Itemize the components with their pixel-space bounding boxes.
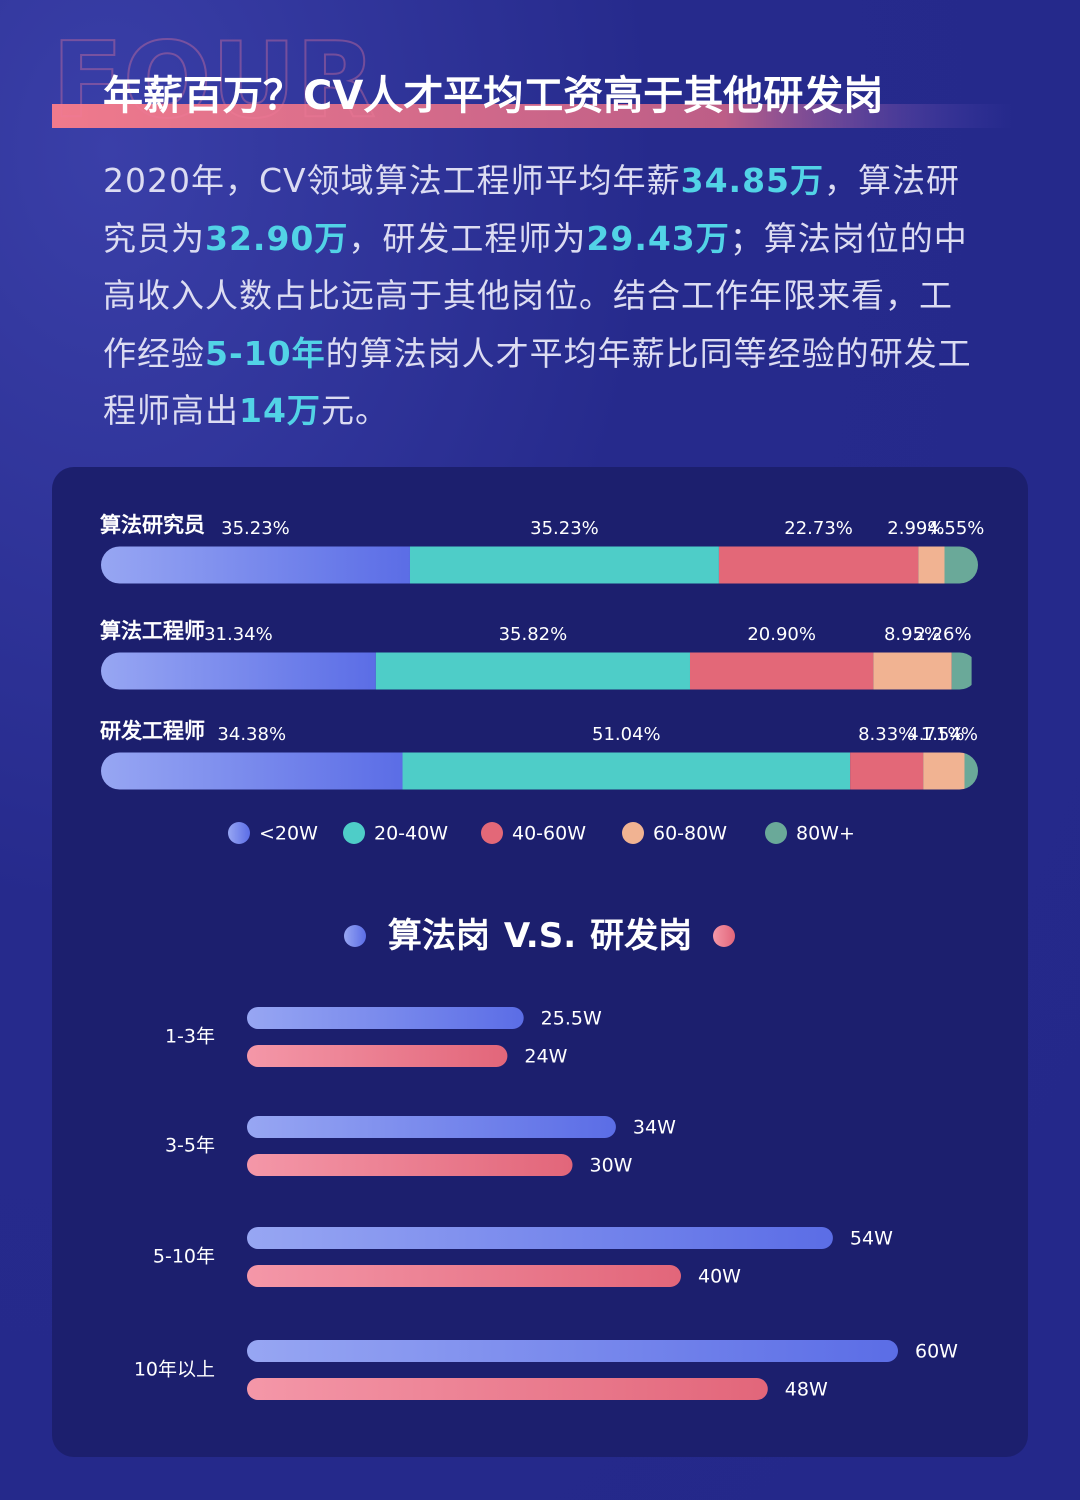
watermark: FOUR xyxy=(52,19,376,141)
legend-joiner: V.S. xyxy=(504,916,576,956)
bar-segment xyxy=(101,752,403,790)
category-label: 研发工程师 xyxy=(100,719,205,743)
bar xyxy=(247,1340,898,1362)
value-label: 4.71% xyxy=(907,724,964,745)
bar-segment xyxy=(402,752,851,790)
text-run: 2020年，CV领域算法工程师平均年薪 xyxy=(103,161,681,200)
bar xyxy=(247,1265,681,1287)
bar-row xyxy=(101,546,978,584)
value-label: 22.73% xyxy=(784,518,853,539)
value-label: 54W xyxy=(850,1228,893,1250)
value-label: 1.54% xyxy=(921,724,978,745)
bar xyxy=(247,1154,573,1176)
highlight: 34.85万 xyxy=(680,161,824,200)
text-run: 元。 xyxy=(320,391,389,430)
bar-row xyxy=(101,752,978,790)
category-label: 算法研究员 xyxy=(100,513,205,537)
legend-label: <20W xyxy=(259,823,318,845)
bar xyxy=(247,1116,616,1138)
bar-segment xyxy=(923,752,965,790)
value-label: 8.33% xyxy=(858,724,915,745)
category-label: 1-3年 xyxy=(165,1026,215,1048)
bar-segment xyxy=(101,546,410,584)
bar-segment xyxy=(689,652,874,690)
paragraph: 2020年，CV领域算法工程师平均年薪34.85万，算法研究员为32.90万，研… xyxy=(103,152,983,440)
value-label: 40W xyxy=(698,1266,741,1288)
legend-dot xyxy=(481,822,503,844)
highlight: 29.43万 xyxy=(586,218,730,258)
card xyxy=(52,467,1028,1457)
highlight: 32.90万 xyxy=(205,218,349,258)
bar-segment xyxy=(873,652,952,690)
legend-label: 研发岗 xyxy=(590,916,692,956)
bar-segment xyxy=(918,546,945,584)
value-label: 4.55% xyxy=(927,518,984,539)
text-run: ；算法岗位的中高收入人数占比远高于其他岗位。结合工作年限来看，工作经验 xyxy=(103,218,968,373)
bar-segment xyxy=(409,546,719,584)
legend-dot xyxy=(228,822,250,844)
legend-label: 60-80W xyxy=(653,823,727,845)
value-label: 25.5W xyxy=(541,1008,602,1030)
text-run: ，算法研究员为 xyxy=(103,161,960,258)
value-label: 35.23% xyxy=(530,518,599,539)
legend-dot xyxy=(343,822,365,844)
value-label: 8.95% xyxy=(884,624,941,645)
bar-segment xyxy=(101,652,376,690)
text-run: ，研发工程师为 xyxy=(348,218,587,258)
highlight: 14万 xyxy=(239,391,321,430)
value-label: 34.38% xyxy=(217,724,286,745)
title-underline xyxy=(52,104,1012,128)
value-label: 51.04% xyxy=(592,724,661,745)
bar-segment xyxy=(944,546,978,584)
legend-dot xyxy=(622,822,644,844)
bar-row xyxy=(101,652,972,690)
legend-label: 20-40W xyxy=(374,823,448,845)
bar xyxy=(247,1227,833,1249)
value-label: 48W xyxy=(785,1379,828,1401)
text-run: 的算法岗人才平均年薪比同等经验的研发工程师高出 xyxy=(103,333,972,431)
bar-segment xyxy=(850,752,924,790)
bar-segment xyxy=(375,652,690,690)
bar-segment xyxy=(964,752,978,790)
category-label: 算法工程师 xyxy=(100,619,205,643)
value-label: 34W xyxy=(633,1117,676,1139)
value-label: 20.90% xyxy=(747,624,816,645)
bar xyxy=(247,1045,508,1067)
value-label: 2.26% xyxy=(914,624,971,645)
category-label: 5-10年 xyxy=(153,1246,215,1268)
value-label: 35.82% xyxy=(499,624,568,645)
value-label: 30W xyxy=(590,1155,633,1177)
value-label: 24W xyxy=(524,1046,567,1068)
legend-title: 算法岗 V.S. 研发岗 xyxy=(388,916,692,956)
bar-segment xyxy=(718,546,919,584)
category-label: 3-5年 xyxy=(165,1135,215,1157)
value-label: 31.34% xyxy=(204,624,273,645)
legend-label: 算法岗 xyxy=(388,916,490,956)
bar-segment xyxy=(951,652,972,690)
legend-label: 40-60W xyxy=(512,823,586,845)
legend-dot xyxy=(765,822,787,844)
stacked-chart: 算法研究员 35.23% 35.23% 22.73% 2.99%4.55% 算法工程师 31… xyxy=(100,513,984,845)
value-label: 60W xyxy=(915,1341,958,1363)
value-label: 35.23% xyxy=(221,518,290,539)
bar xyxy=(247,1378,768,1400)
legend-label: 80W+ xyxy=(796,823,855,845)
category-label: 10年以上 xyxy=(134,1359,215,1381)
highlight: 5-10年 xyxy=(205,333,326,373)
value-label: 2.99% xyxy=(887,518,944,539)
title: 年薪百万？CV人才平均工资高于其他研发岗 xyxy=(103,73,883,119)
legend-dot xyxy=(713,925,735,947)
bar xyxy=(247,1007,524,1029)
legend-dot xyxy=(344,925,366,947)
